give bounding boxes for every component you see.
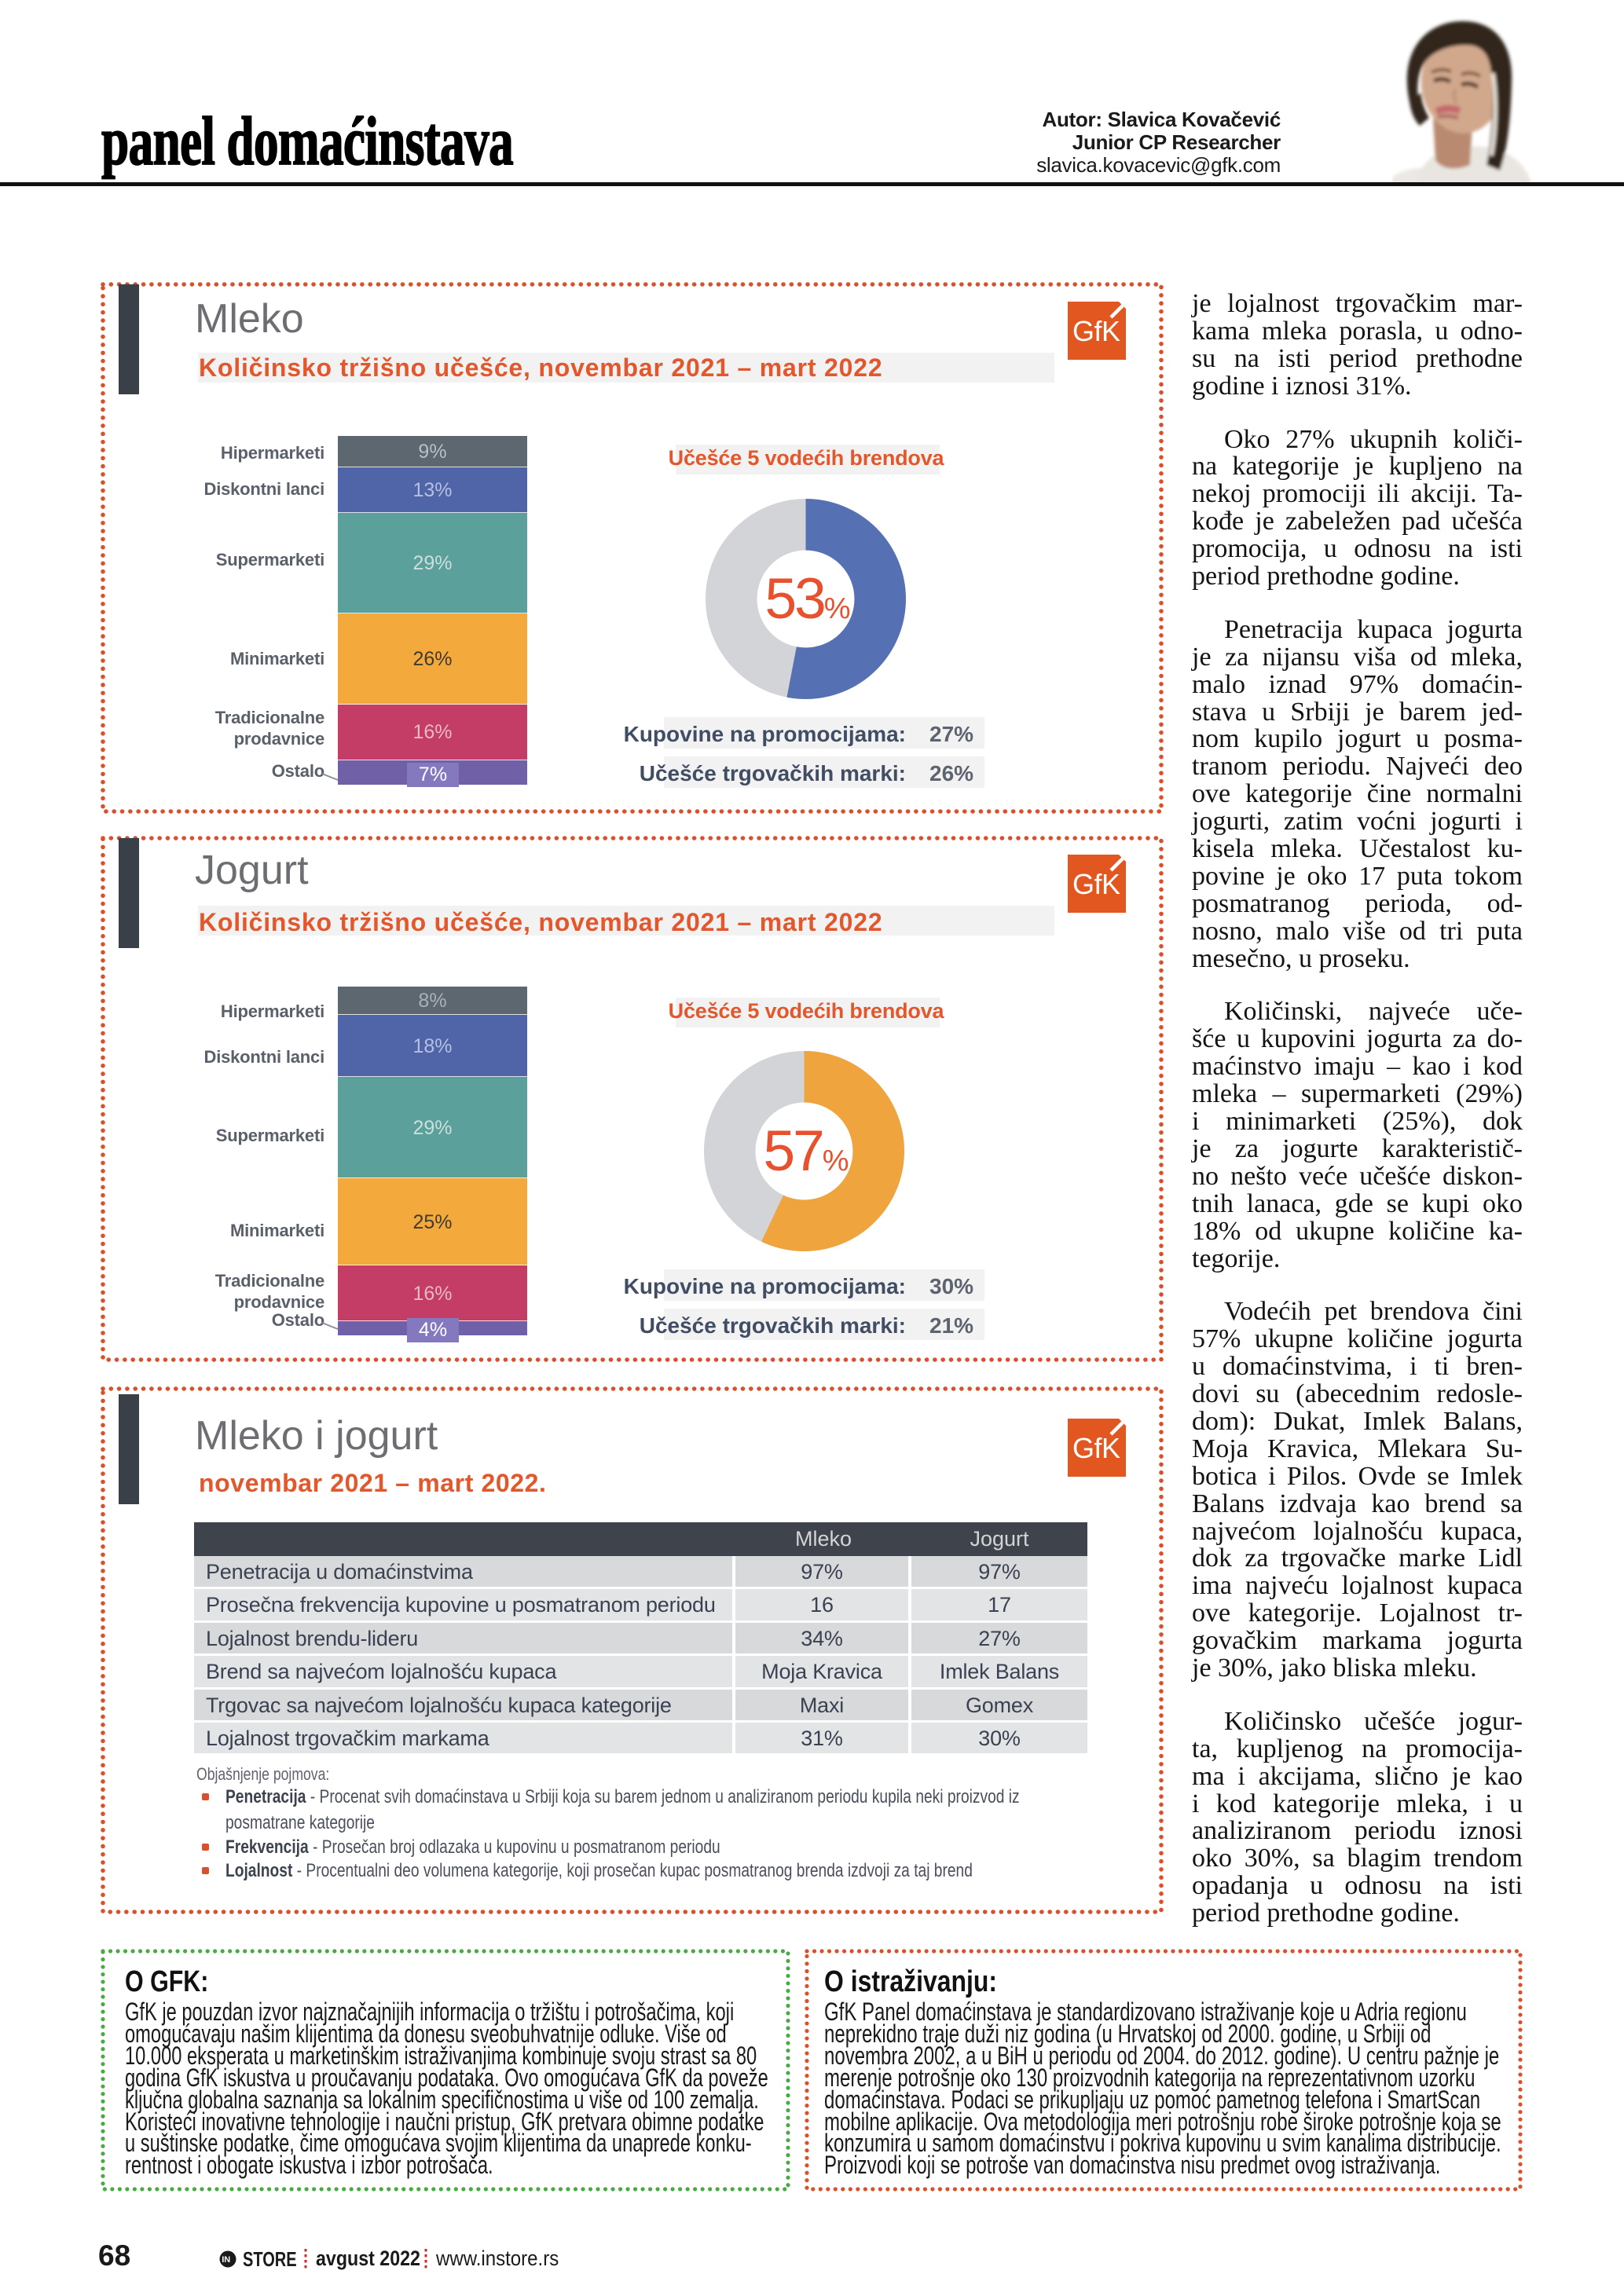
svg-text:GfK: GfK <box>1072 868 1120 900</box>
svg-text:GfK: GfK <box>1072 1432 1120 1464</box>
svg-text:IN: IN <box>222 2255 230 2265</box>
svg-text:GfK: GfK <box>1072 315 1120 347</box>
